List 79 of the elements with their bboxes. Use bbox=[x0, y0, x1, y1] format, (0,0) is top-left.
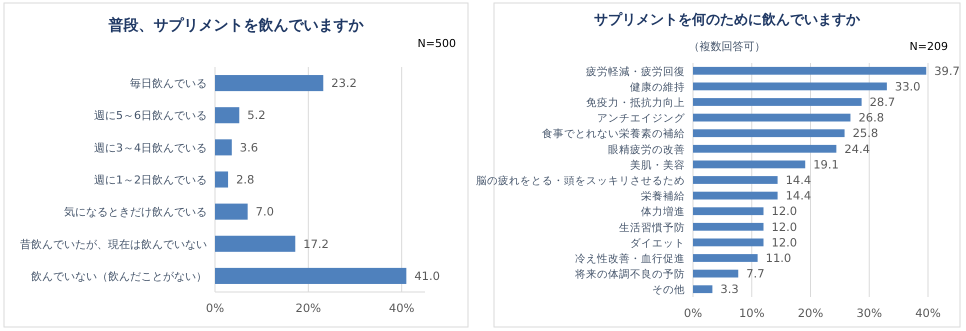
x-tick-label: 40% bbox=[915, 306, 941, 320]
x-tick-label: 20% bbox=[798, 306, 824, 320]
bar bbox=[693, 254, 758, 262]
x-tick-label: 20% bbox=[296, 301, 322, 315]
y-tick-label: 美肌・美容 bbox=[630, 158, 685, 172]
y-tick-label: 免疫力・抵抗力向上 bbox=[586, 96, 685, 109]
bar bbox=[693, 238, 764, 246]
y-tick-label: 冷え性改善・血行促進 bbox=[575, 252, 685, 265]
data-label: 7.7 bbox=[746, 266, 765, 281]
bar bbox=[693, 98, 862, 106]
bar bbox=[693, 207, 764, 216]
bar bbox=[693, 285, 712, 294]
bar bbox=[215, 171, 228, 188]
bar bbox=[693, 114, 850, 122]
data-label: 17.2 bbox=[303, 236, 329, 251]
y-tick-label: 栄養補給 bbox=[641, 190, 685, 203]
bar bbox=[693, 176, 778, 184]
y-tick-label: 気になるときだけ飲んでいる bbox=[64, 206, 207, 219]
text: N=209 bbox=[910, 40, 948, 53]
y-tick-label: 脳の疲れをとる・頭をスッキリさせるため bbox=[476, 174, 685, 187]
y-tick-label: 体力増進 bbox=[641, 205, 685, 218]
y-tick-label: 昔飲んでいたが、現在は飲んでいない bbox=[20, 238, 207, 251]
y-tick-label: ダイエット bbox=[630, 237, 685, 250]
bar bbox=[215, 236, 296, 252]
data-label: 11.0 bbox=[766, 251, 792, 265]
x-tick-label: 10% bbox=[738, 306, 765, 320]
data-label: 5.2 bbox=[247, 108, 266, 122]
data-label: 23.2 bbox=[331, 76, 357, 90]
data-label: 3.3 bbox=[720, 282, 739, 296]
data-label: 14.4 bbox=[786, 188, 812, 203]
data-label: 2.8 bbox=[236, 172, 254, 186]
x-tick-label: 40% bbox=[388, 301, 415, 315]
bar bbox=[215, 268, 406, 284]
bar bbox=[215, 75, 324, 92]
data-label: 28.7 bbox=[870, 95, 896, 109]
bar bbox=[215, 139, 232, 156]
y-tick-label: 眼精疲労の改善 bbox=[608, 142, 685, 156]
bar bbox=[215, 107, 240, 124]
data-label: 12.0 bbox=[772, 204, 798, 218]
x-tick-label: 30% bbox=[856, 306, 882, 320]
bar bbox=[693, 192, 778, 200]
chart-title: 普段、サプリメントを飲んでいますか bbox=[108, 16, 364, 34]
data-label: 19.1 bbox=[813, 157, 839, 172]
data-label: 12.0 bbox=[772, 235, 798, 250]
y-tick-label: 週に3～4日飲んでいる bbox=[94, 141, 207, 154]
y-tick-label: 疲労軽減・疲労回復 bbox=[586, 64, 685, 78]
bar bbox=[693, 270, 738, 278]
bar bbox=[693, 160, 806, 168]
data-label: 14.4 bbox=[786, 173, 812, 187]
y-tick-label: 食事でとれない栄養素の補給 bbox=[542, 127, 685, 140]
bar bbox=[693, 66, 926, 75]
data-label: 24.4 bbox=[844, 142, 870, 156]
data-label: 33.0 bbox=[894, 79, 920, 94]
y-tick-label: 週に5～6日飲んでいる bbox=[94, 109, 207, 122]
bar bbox=[693, 82, 887, 90]
data-label: 41.0 bbox=[414, 268, 440, 283]
bar bbox=[693, 222, 764, 231]
bar bbox=[693, 144, 836, 153]
y-tick-label: 週に1～2日飲んでいる bbox=[94, 174, 207, 186]
data-label: 7.0 bbox=[256, 204, 274, 219]
data-label: 12.0 bbox=[772, 220, 798, 234]
bar bbox=[693, 129, 845, 138]
y-tick-label: 生活習慣予防 bbox=[619, 220, 685, 234]
y-tick-label: 毎日飲んでいる bbox=[130, 77, 207, 90]
y-tick-label: 健康の維持 bbox=[630, 80, 685, 94]
y-tick-label: 飲んでいない（飲んだことがない） bbox=[31, 270, 207, 283]
chart-title: サプリメントを何のために飲んでいますか bbox=[594, 11, 861, 28]
data-label: 25.8 bbox=[852, 126, 878, 140]
data-label: 3.6 bbox=[240, 140, 258, 154]
x-tick-label: 0% bbox=[684, 306, 702, 320]
y-tick-label: その他 bbox=[652, 284, 685, 296]
y-tick-label: 将来の体調不良の予防 bbox=[574, 268, 685, 281]
y-tick-label: アンチエイジング bbox=[597, 112, 686, 125]
data-label: 39.7 bbox=[934, 64, 960, 78]
chart-subtitle: （複数回答可） bbox=[688, 40, 766, 53]
text: N=500 bbox=[418, 37, 456, 50]
bar bbox=[215, 204, 248, 220]
x-tick-label: 0% bbox=[206, 301, 224, 315]
data-label: 26.8 bbox=[858, 110, 884, 125]
